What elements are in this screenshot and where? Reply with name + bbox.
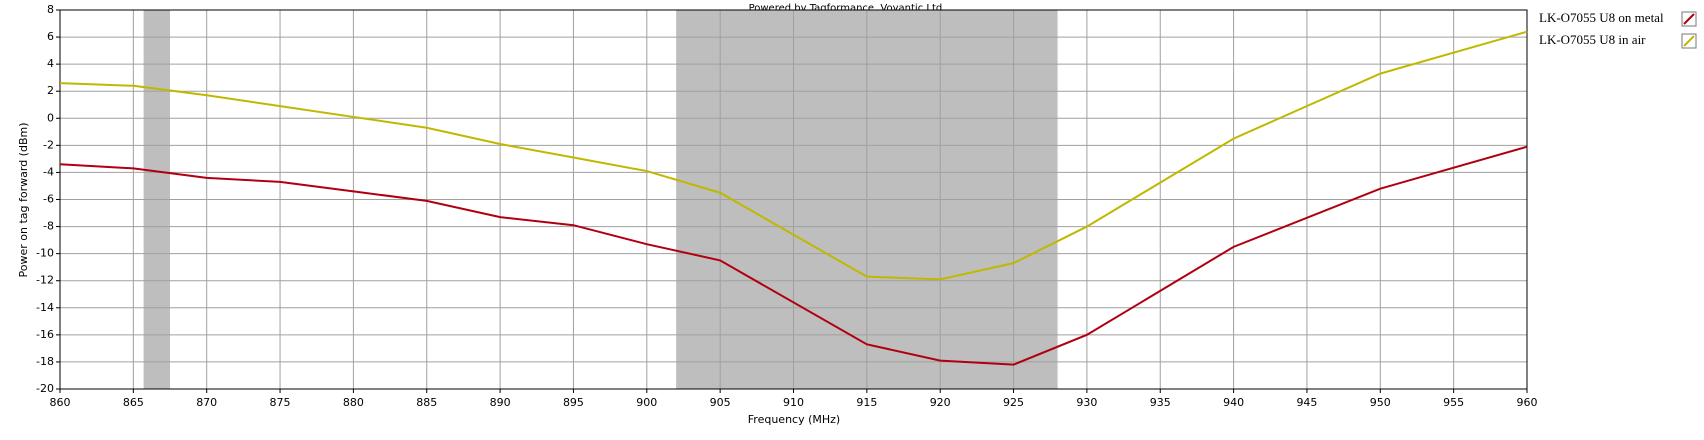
legend-swatch-line (1683, 35, 1695, 47)
y-tick-label: -16 (36, 328, 54, 341)
x-tick-label: 865 (123, 396, 144, 409)
x-tick-label: 955 (1443, 396, 1464, 409)
x-tick-label: 915 (856, 396, 877, 409)
chart-title: Powered by Tagformance, Voyantic Ltd. (749, 3, 946, 14)
y-tick-label: 8 (47, 3, 54, 16)
x-tick-label: 870 (196, 396, 217, 409)
x-tick-label: 880 (343, 396, 364, 409)
y-tick-label: 2 (47, 84, 54, 97)
x-tick-label: 935 (1150, 396, 1171, 409)
x-tick-label: 930 (1076, 396, 1097, 409)
x-tick-label: 910 (783, 396, 804, 409)
legend-label: LK-O7055 U8 on metal (1539, 10, 1664, 25)
x-tick-label: 890 (490, 396, 511, 409)
y-tick-label: -4 (43, 165, 54, 178)
x-tick-label: 940 (1223, 396, 1244, 409)
legend-swatch-line (1683, 13, 1695, 25)
x-axis-label: Frequency (MHz) (748, 413, 840, 426)
y-tick-label: 4 (47, 57, 54, 70)
y-tick-label: -14 (36, 301, 54, 314)
y-tick-label: -10 (36, 247, 54, 260)
x-tick-label: 920 (930, 396, 951, 409)
x-tick-label: 960 (1517, 396, 1538, 409)
y-tick-label: -20 (36, 382, 54, 395)
y-tick-label: -6 (43, 193, 54, 206)
x-tick-label: 875 (270, 396, 291, 409)
x-tick-label: 950 (1370, 396, 1391, 409)
plot-border (59, 9, 1528, 390)
x-tick-label: 895 (563, 396, 584, 409)
y-tick-label: -2 (43, 138, 54, 151)
x-tick-label: 885 (416, 396, 437, 409)
x-tick-label: 925 (1003, 396, 1024, 409)
y-tick-label: -12 (36, 274, 54, 287)
y-tick-label: -18 (36, 355, 54, 368)
y-tick-label: 0 (47, 111, 54, 124)
y-tick-label: 6 (47, 30, 54, 43)
x-tick-label: 860 (50, 396, 71, 409)
x-tick-label: 945 (1296, 396, 1317, 409)
series-line (59, 145, 1528, 366)
series-line (59, 30, 1528, 281)
x-tick-label: 900 (636, 396, 657, 409)
x-tick-label: 905 (710, 396, 731, 409)
y-axis-label: Power on tag forward (dBm) (17, 123, 30, 278)
legend-label: LK-O7055 U8 in air (1539, 32, 1646, 47)
y-tick-label: -8 (43, 220, 54, 233)
